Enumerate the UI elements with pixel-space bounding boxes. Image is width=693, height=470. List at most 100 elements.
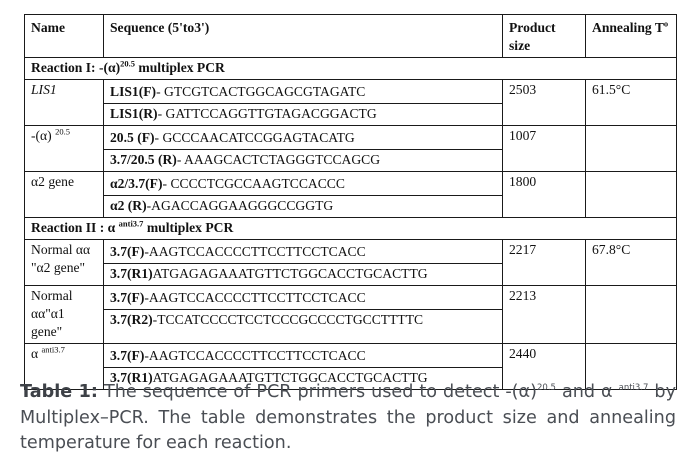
table-header-row: Name Sequence (5'to3') Product size Anne… [24,14,677,58]
primer-line: 3.7(R1)ATGAGAGAAATGTTCTGGCACCTGCACTTG [104,263,502,285]
caption-text-3: by Multiplex–PCR. The table demonstrates… [20,382,676,453]
table-row: α anti3.7 3.7(F)-AAGTCCACCCCTTCCTTCCTCACC… [24,343,677,390]
primer-sequence: -AAGTCCACCCCTTCCTTCCTCACC [144,348,366,363]
primer-sequence: -AGACCAGGAAGGGCCGGTG [146,198,334,213]
primer-line: 3.7(F)-AAGTCCACCCCTTCCTTCCTCACC [110,346,496,367]
annealing-temp-cell [585,125,677,172]
primer-line: α2/3.7(F)- CCCCTCGCCAAGTCCACCC [110,174,496,195]
target-name-cell: α anti3.7 [24,343,104,390]
table-row: -(α) 20.5 20.5 (F)- GCCCAACATCCGGAGTACATG… [24,125,677,172]
product-size-cell: 2440 [502,343,586,390]
primer-line: 3.7(F)-AAGTCCACCCCTTCCTTCCTCACC [110,288,496,309]
header-annealing-degree: o [663,18,669,29]
primer-sequence-cell: α2/3.7(F)- CCCCTCGCCAAGTCCACCC α2 (R)-AGA… [103,171,503,218]
table-row: Normal αα"α1 gene" 3.7(F)-AAGTCCACCCCTTCC… [24,285,677,344]
primer-sequence: -AAGTCCACCCCTTCCTTCCTCACC [144,290,366,305]
product-size-cell: 1007 [502,125,586,172]
primer-sequence: - GCCCAACATCCGGAGTACATG [154,130,355,145]
reaction-1-heading-cell: Reaction I: -(α)20.5 multiplex PCR [24,57,677,80]
annealing-temp-cell: 61.5°C [585,79,677,126]
header-product-size: Product size [502,14,586,58]
caption-label: Table 1: [20,382,98,402]
primer-sequence: -TCCATCCCCTCCTCCCGCCCCTGCCTTTTC [152,312,424,327]
product-size-cell: 2217 [502,239,586,286]
primer-sequence: - GATTCCAGGTTGTAGACGGACTG [157,106,377,121]
primer-label: 3.7/20.5 (R) [110,152,177,167]
primer-label: 3.7(R1) [110,370,153,385]
primer-label: 3.7(R1) [110,266,153,281]
primer-sequence: -AAGTCCACCCCTTCCTTCCTCACC [144,244,366,259]
reaction-2-heading-suffix: multiplex PCR [143,220,234,235]
reaction-1-heading-sup: 20.5 [120,58,135,69]
primer-line: 3.7(R1)ATGAGAGAAATGTTCTGGCACCTGCACTTG [104,367,502,389]
primer-label: 3.7(F) [110,244,145,259]
primer-sequence: - GTCGTCACTGGCAGCGTAGATC [156,84,366,99]
product-size-cell: 2213 [502,285,586,344]
primer-label: 20.5 (F) [110,130,155,145]
caption-text-2: and α [555,382,619,402]
caption-sup-1: 20.5 [537,383,556,394]
primer-line: α2 (R)-AGACCAGGAAGGGCCGGTG [104,195,502,217]
primer-line: 3.7(R2)-TCCATCCCCTCCTCCCGCCCCTGCCTTTTC [104,309,502,331]
header-name: Name [24,14,104,58]
target-name: Normal αα"α1 gene" [31,288,73,339]
reaction-2-heading-sup: anti3.7 [118,218,144,229]
target-name-cell: α2 gene [24,171,104,218]
primer-line: 3.7(F)-AAGTCCACCCCTTCCTTCCTCACC [110,242,496,263]
caption-sup-2: anti3.7 [618,383,649,394]
target-name: LIS1 [31,82,57,97]
primer-label: α2/3.7(F) [110,176,163,191]
primer-label: LIS1(F) [110,84,157,99]
primer-table: Name Sequence (5'to3') Product size Anne… [24,14,677,390]
primer-sequence: ATGAGAGAAATGTTCTGGCACCTGCACTTG [152,370,428,385]
target-name-cell: Normal αα"α1 gene" [24,285,104,344]
primer-line: 20.5 (F)- GCCCAACATCCGGAGTACATG [110,128,496,149]
reaction-2-heading: Reaction II : α anti3.7 multiplex PCR [24,217,677,240]
target-name: Normal αα "α2 gene" [31,242,91,275]
reaction-1-heading-label: Reaction I [31,60,92,75]
annealing-temp-cell [585,171,677,218]
primer-sequence-cell: 3.7(F)-AAGTCCACCCCTTCCTTCCTCACC 3.7(R1)AT… [103,343,503,390]
reaction-2-heading-cell: Reaction II : α anti3.7 multiplex PCR [24,217,677,240]
annealing-temp-cell: 67.8°C [585,239,677,286]
product-size-cell: 1800 [502,171,586,218]
header-annealing: Annealing To [585,14,677,58]
primer-label: 3.7(F) [110,348,145,363]
target-name: -(α) [31,128,56,143]
target-name: α [31,346,42,361]
target-name-sup: 20.5 [55,126,70,137]
reaction-2-heading-mid: : α [96,220,119,235]
reaction-1-heading: Reaction I: -(α)20.5 multiplex PCR [24,57,677,80]
target-name-cell: -(α) 20.5 [24,125,104,172]
target-name-sup: anti3.7 [41,344,65,355]
primer-line: LIS1(F)- GTCGTCACTGGCAGCGTAGATC [110,82,496,103]
annealing-temp-cell [585,343,677,390]
caption-text-1: The sequence of PCR primers used to dete… [97,382,538,402]
primer-sequence: - AAAGCACTCTAGGGTCCAGCG [176,152,381,167]
primer-sequence: ATGAGAGAAATGTTCTGGCACCTGCACTTG [152,266,428,281]
primer-line: 3.7/20.5 (R)- AAAGCACTCTAGGGTCCAGCG [104,149,502,171]
target-name-cell: Normal αα "α2 gene" [24,239,104,286]
primer-sequence-cell: 20.5 (F)- GCCCAACATCCGGAGTACATG 3.7/20.5 … [103,125,503,172]
reaction-1-heading-suffix: multiplex PCR [135,60,225,75]
primer-label: 3.7(F) [110,290,145,305]
primer-label: LIS1(R) [110,106,158,121]
table-caption: Table 1: The sequence of PCR primers use… [20,380,676,457]
primer-label: α2 (R) [110,198,147,213]
primer-label: 3.7(R2) [110,312,153,327]
primer-sequence-cell: 3.7(F)-AAGTCCACCCCTTCCTTCCTCACC 3.7(R1)AT… [103,239,503,286]
target-name-cell: LIS1 [24,79,104,126]
header-sequence: Sequence (5'to3') [103,14,503,58]
reaction-1-heading-mid: : -(α) [91,60,121,75]
table-row: Normal αα "α2 gene" 3.7(F)-AAGTCCACCCCTTC… [24,239,677,286]
primer-sequence: - CCCCTCGCCAAGTCCACCC [162,176,345,191]
table-row: α2 gene α2/3.7(F)- CCCCTCGCCAAGTCCACCC α2 … [24,171,677,218]
header-annealing-text: Annealing T [592,20,664,35]
reaction-2-heading-label: Reaction II [31,220,97,235]
product-size-cell: 2503 [502,79,586,126]
primer-sequence-cell: 3.7(F)-AAGTCCACCCCTTCCTTCCTCACC 3.7(R2)-T… [103,285,503,344]
target-name: α2 gene [31,174,74,189]
primer-line: LIS1(R)- GATTCCAGGTTGTAGACGGACTG [104,103,502,125]
table-row: LIS1 LIS1(F)- GTCGTCACTGGCAGCGTAGATC LIS1(… [24,79,677,126]
annealing-temp-cell [585,285,677,344]
